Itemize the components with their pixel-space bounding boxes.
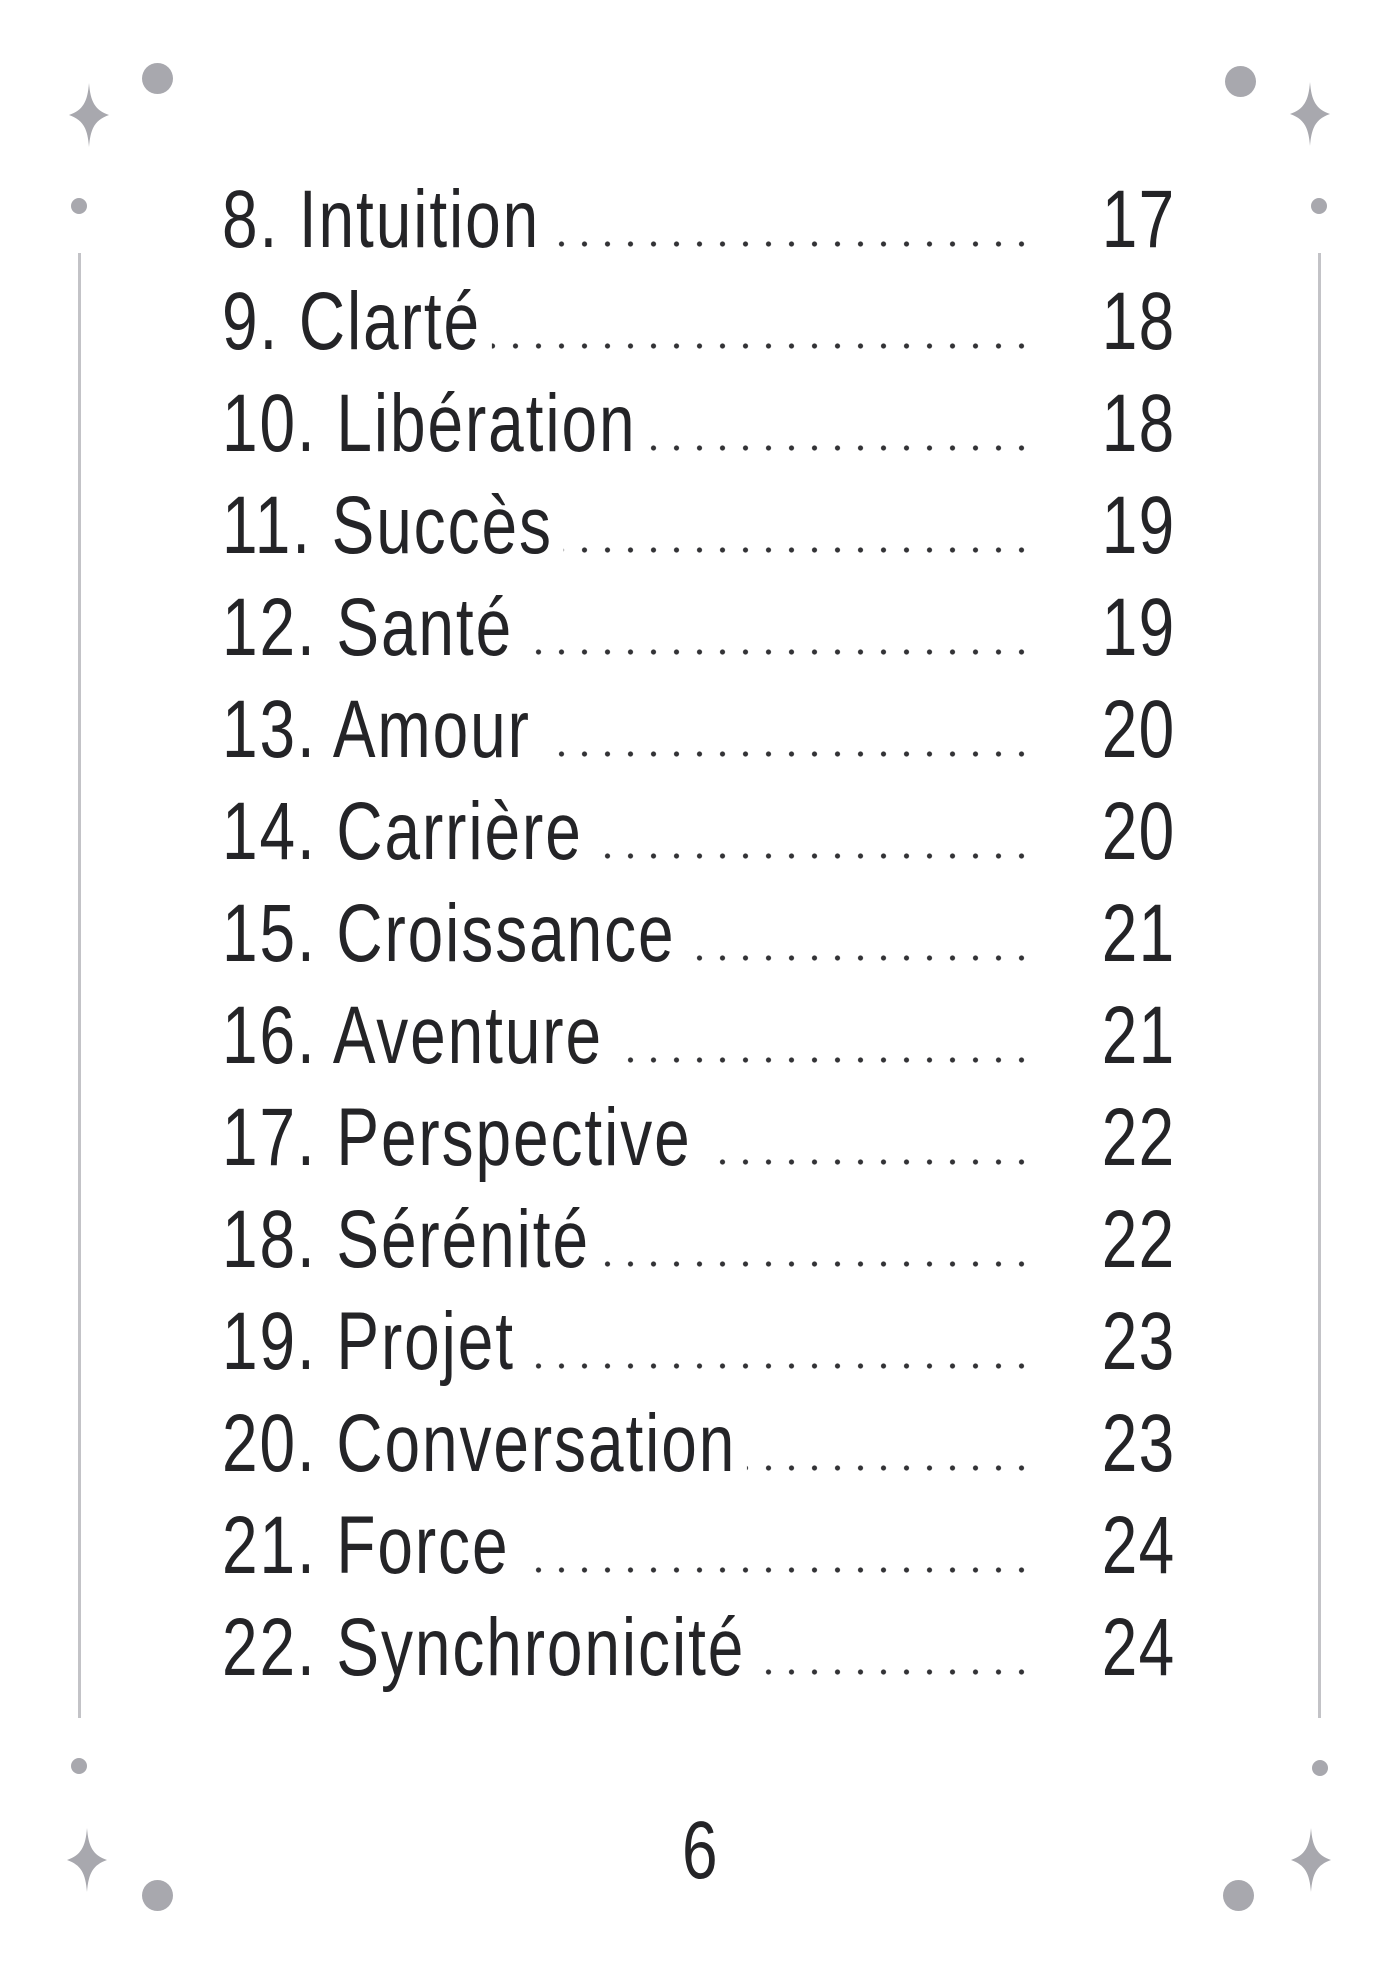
toc-leader-dots — [222, 751, 1030, 757]
toc-entry-label: 21. Force — [222, 1495, 521, 1597]
toc-entry-label: 11. Succès — [222, 475, 564, 577]
toc-entry-page: 21 — [1087, 883, 1175, 985]
toc-entry: 14. Carrière 20 — [222, 781, 1175, 883]
toc-entry-page: 22 — [1087, 1087, 1175, 1189]
toc-entry-label: 14. Carrière — [222, 781, 594, 883]
toc-entry-label: 13. Amour — [222, 679, 542, 781]
footer: 6 — [0, 1800, 1400, 1902]
toc-entry: 9. Clarté 18 — [222, 271, 1175, 373]
toc-entry-label: 9. Clarté — [222, 271, 492, 373]
toc-leader-dots — [222, 1567, 1030, 1573]
dot-icon — [1223, 1880, 1254, 1911]
toc-entry-label: 18. Sérénité — [222, 1189, 601, 1291]
page-number: 6 — [682, 1805, 718, 1896]
toc-leader-dots — [222, 241, 1030, 247]
toc-entry-label: 22. Synchronicité — [222, 1597, 757, 1699]
toc-leader-dots — [222, 1363, 1030, 1369]
toc-entry-label: 10. Libération — [222, 373, 648, 475]
dot-icon — [142, 63, 173, 94]
toc-leader-dots — [222, 649, 1030, 655]
toc-entry-page: 22 — [1087, 1189, 1175, 1291]
toc-entry: 16. Aventure 21 — [222, 985, 1175, 1087]
toc-entry: 8. Intuition 17 — [222, 169, 1175, 271]
toc-entry-label: 19. Projet — [222, 1291, 526, 1393]
toc-entry: 12. Santé 19 — [222, 577, 1175, 679]
toc-entry-page: 20 — [1087, 781, 1175, 883]
toc-entry-label: 16. Aventure — [222, 985, 614, 1087]
toc-entry-page: 18 — [1087, 373, 1175, 475]
toc-entry: 15. Croissance 21 — [222, 883, 1175, 985]
toc-entry: 21. Force 24 — [222, 1495, 1175, 1597]
toc-entry-label: 17. Perspective — [222, 1087, 703, 1189]
toc-entry: 11. Succès 19 — [222, 475, 1175, 577]
toc-entry-page: 24 — [1087, 1597, 1175, 1699]
toc-entry: 19. Projet 23 — [222, 1291, 1175, 1393]
toc-entry-page: 19 — [1087, 475, 1175, 577]
toc-entry-page: 18 — [1087, 271, 1175, 373]
toc-leader-dots — [222, 343, 1030, 349]
toc-entry: 22. Synchronicité 24 — [222, 1597, 1175, 1699]
left-vertical-line — [78, 253, 81, 1718]
sparkle-icon — [69, 83, 109, 147]
sparkle-icon — [67, 1828, 107, 1892]
dot-icon — [142, 1880, 173, 1911]
dot-icon — [1225, 66, 1256, 97]
sparkle-icon — [1291, 1828, 1331, 1892]
toc-entry: 18. Sérénité 22 — [222, 1189, 1175, 1291]
sparkle-icon — [1290, 82, 1330, 146]
toc-list: 8. Intuition 17 9. Clarté 18 10. Libérat… — [222, 169, 1175, 1699]
toc-entry: 13. Amour 20 — [222, 679, 1175, 781]
toc-entry-page: 17 — [1087, 169, 1175, 271]
toc-entry-page: 21 — [1087, 985, 1175, 1087]
toc-entry-page: 23 — [1087, 1393, 1175, 1495]
toc-entry-page: 23 — [1087, 1291, 1175, 1393]
dot-icon — [71, 1758, 87, 1774]
toc-leader-dots — [222, 547, 1030, 553]
toc-entry: 17. Perspective 22 — [222, 1087, 1175, 1189]
toc-entry-page: 19 — [1087, 577, 1175, 679]
toc-entry-label: 20. Conversation — [222, 1393, 748, 1495]
toc-leader-dots — [222, 1057, 1030, 1063]
toc-entry: 10. Libération 18 — [222, 373, 1175, 475]
dot-icon — [1311, 198, 1327, 214]
toc-entry-label: 12. Santé — [222, 577, 525, 679]
toc-entry-page: 24 — [1087, 1495, 1175, 1597]
toc-leader-dots — [222, 1261, 1030, 1267]
toc-entry-page: 20 — [1087, 679, 1175, 781]
toc-entry-label: 8. Intuition — [222, 169, 552, 271]
toc-leader-dots — [222, 853, 1030, 859]
right-vertical-line — [1318, 253, 1321, 1718]
toc-entry: 20. Conversation 23 — [222, 1393, 1175, 1495]
toc-entry-label: 15. Croissance — [222, 883, 687, 985]
dot-icon — [71, 198, 87, 214]
dot-icon — [1312, 1760, 1328, 1776]
